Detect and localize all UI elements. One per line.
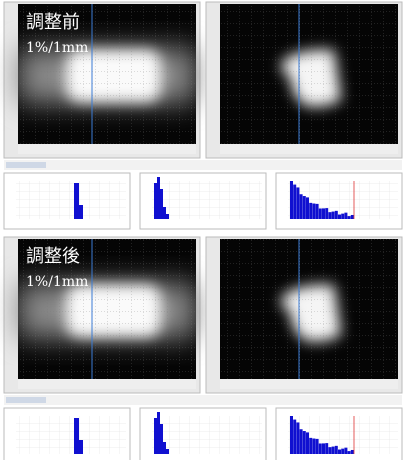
histogram-bar	[303, 196, 306, 219]
histogram-bar	[328, 447, 331, 454]
histogram-bar	[341, 214, 344, 219]
histogram-bar	[344, 213, 347, 219]
histogram-bar	[300, 429, 303, 454]
x-axis-strip	[18, 144, 196, 154]
histogram-bar	[312, 204, 315, 219]
toolbar-tab	[6, 397, 46, 403]
histogram-bar	[338, 215, 341, 219]
histogram-bar	[332, 447, 335, 454]
histogram-bar	[154, 183, 157, 219]
histogram-bar	[335, 446, 338, 454]
histogram-bar	[157, 177, 160, 219]
toolbar-strip	[4, 160, 402, 170]
histogram-bar	[293, 420, 296, 454]
histogram-bar	[160, 189, 163, 219]
histogram-bar	[74, 418, 79, 454]
histogram-bar	[163, 207, 166, 219]
histogram-bar	[309, 438, 312, 454]
histogram-bar	[348, 451, 351, 454]
image-grid	[220, 239, 398, 379]
histogram-bar	[300, 194, 303, 219]
panels	[4, 2, 402, 460]
histogram-bar	[309, 203, 312, 219]
histogram-grid	[152, 181, 262, 219]
histogram-bar	[322, 208, 325, 219]
histogram-bar	[328, 212, 331, 219]
image-grid	[220, 4, 398, 144]
histogram-bar	[332, 212, 335, 219]
panel-title: 調整後	[26, 246, 80, 267]
histogram-bar	[338, 450, 341, 454]
histogram-bar	[296, 422, 299, 454]
histogram-bar	[157, 412, 160, 454]
histogram-bar	[290, 181, 293, 219]
histogram-bar	[290, 416, 293, 454]
histogram-bar	[160, 424, 163, 454]
histogram-bar	[163, 442, 166, 454]
histogram-grid	[152, 416, 262, 454]
histogram-bar	[303, 431, 306, 454]
histogram-bar	[316, 204, 319, 219]
histogram-bar	[325, 208, 328, 219]
histogram-bar	[154, 418, 157, 454]
histogram-bar	[316, 439, 319, 454]
panel-setting: 1%/1mm	[26, 40, 88, 56]
panel-title: 調整前	[26, 12, 80, 33]
histogram-bar	[293, 185, 296, 219]
histogram-bar	[351, 215, 354, 219]
histogram-bar	[341, 449, 344, 454]
x-axis-strip	[220, 144, 398, 154]
histogram-bar	[79, 440, 83, 454]
page: 調整前 1%/1mm 調整後 1%/1mm (() => { const dat…	[0, 0, 406, 460]
histogram-bar	[348, 216, 351, 219]
histogram-bar	[306, 197, 309, 219]
histogram-bar	[296, 187, 299, 219]
screenshot: 調整前 1%/1mm 調整後 1%/1mm	[0, 0, 406, 460]
histogram-bar	[166, 214, 169, 219]
histogram-bar	[306, 432, 309, 454]
histogram-grid	[16, 181, 126, 219]
histogram-bar	[344, 448, 347, 454]
histogram-bar	[335, 211, 338, 219]
x-axis-strip	[18, 379, 196, 389]
toolbar-tab	[6, 162, 46, 168]
histogram-bar	[79, 205, 83, 219]
toolbar-strip	[4, 395, 402, 405]
histogram-bar	[322, 443, 325, 454]
histogram-bar	[319, 443, 322, 454]
histogram-bar	[166, 449, 169, 454]
histogram-bar	[74, 183, 79, 219]
histogram-bar	[319, 208, 322, 219]
histogram-bar	[351, 450, 354, 454]
histogram-grid	[16, 416, 126, 454]
histogram-bar	[325, 443, 328, 454]
histogram-bar	[312, 439, 315, 454]
panel-setting: 1%/1mm	[26, 274, 88, 290]
x-axis-strip	[220, 379, 398, 389]
